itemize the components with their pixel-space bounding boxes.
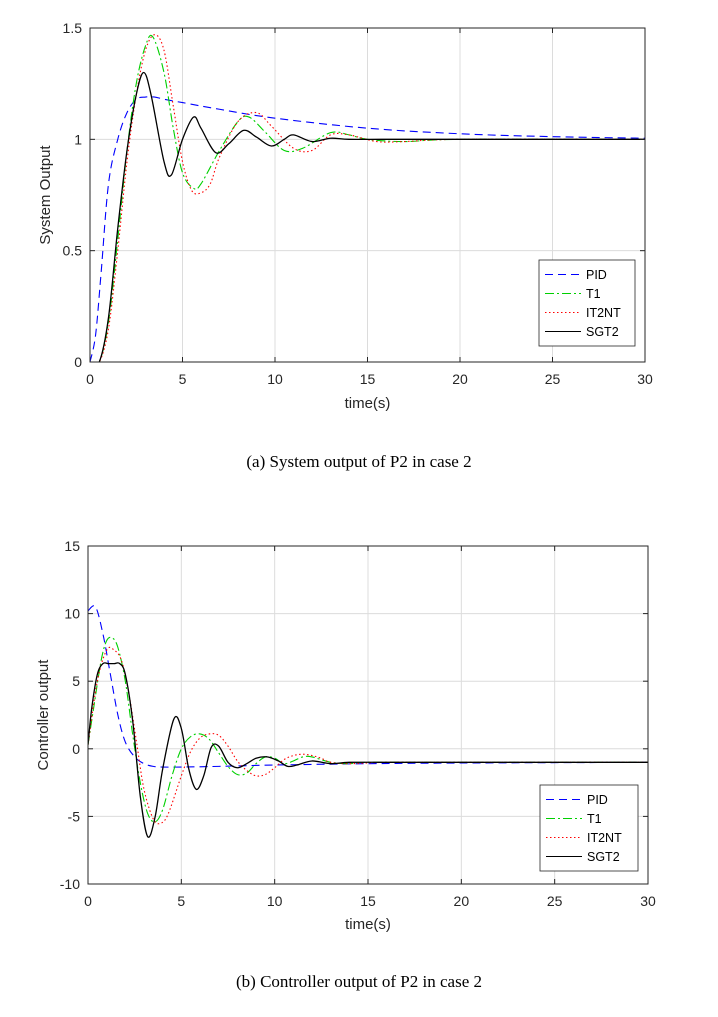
panel-a: 0 5 10 15 20 25 30 0 0.5 1 1.5 time(s) System Out… [37,20,653,471]
y-tick-label: 0 [74,354,82,370]
legend-a: PID T1 IT2NT SGT2 [538,259,636,347]
x-tick-label: 0 [84,893,92,909]
x-tick-label: 25 [547,893,563,909]
y-tick-label: 15 [64,538,80,554]
x-tick-labels-b: 0 5 10 15 20 25 30 [84,546,656,909]
x-axis-label-a: time(s) [345,395,391,412]
x-tick-label: 25 [545,371,561,387]
x-tick-label: 20 [452,371,468,387]
legend-label-pid-b: PID [587,793,608,807]
x-tick-label: 15 [360,893,376,909]
x-axis-label-b: time(s) [345,916,391,933]
y-tick-labels-b: -10 -5 0 5 10 15 [60,538,648,892]
x-tick-label: 5 [179,371,187,387]
x-tick-labels-a: 0 5 10 15 20 25 30 [86,28,653,387]
legend-label-t1-b: T1 [587,812,602,826]
x-tick-label: 30 [640,893,656,909]
legend-label-it2nt-b: IT2NT [587,831,622,845]
x-tick-label: 5 [177,893,185,909]
y-tick-labels-a: 0 0.5 1 1.5 [63,20,645,370]
y-tick-label: -5 [68,808,81,824]
y-axis-label-b: Controller output [35,659,52,771]
x-tick-label: 15 [360,371,376,387]
legend-label-sgt2-a: SGT2 [586,325,619,339]
caption-a: (a) System output of P2 in case 2 [246,452,471,471]
y-tick-label: 5 [72,673,80,689]
y-tick-label: 0.5 [63,243,83,259]
caption-b: (b) Controller output of P2 in case 2 [236,972,482,991]
legend-label-pid-a: PID [586,268,607,282]
series-line-sgt2-b [88,662,648,838]
series-line-t1-a [90,34,645,362]
legend-label-t1-a: T1 [586,287,601,301]
y-axis-label-a: System Output [37,145,54,245]
y-tick-label: 0 [72,741,80,757]
y-tick-label: 10 [64,606,80,622]
series-line-pid-a [90,96,645,362]
series-group-b [88,605,648,838]
legend-label-it2nt-a: IT2NT [586,306,621,320]
x-tick-label: 20 [454,893,470,909]
x-tick-label: 10 [267,893,283,909]
series-group-a [90,34,645,362]
panel-b: 0 5 10 15 20 25 30 -10 -5 0 5 10 15 time(s) Control… [35,538,656,991]
y-tick-label: 1 [74,131,82,147]
x-tick-label: 10 [267,371,283,387]
y-tick-label: -10 [60,876,80,892]
legend-label-sgt2-b: SGT2 [587,850,620,864]
legend-b: PID T1 IT2NT SGT2 [539,784,639,872]
series-line-t1-b [88,636,648,823]
x-tick-label: 30 [637,371,653,387]
series-line-pid-b [88,605,648,768]
series-line-sgt2-a [90,71,645,362]
x-tick-label: 0 [86,371,94,387]
y-tick-label: 1.5 [63,20,83,36]
series-line-it2nt-a [90,34,645,362]
